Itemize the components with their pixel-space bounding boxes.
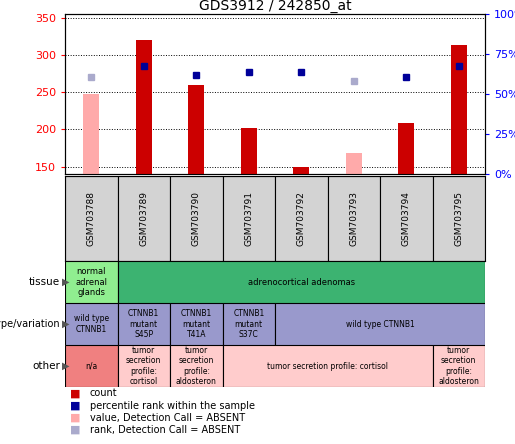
Text: CTNNB1
mutant
T41A: CTNNB1 mutant T41A xyxy=(181,309,212,339)
Bar xyxy=(136,40,151,174)
Bar xyxy=(170,345,222,387)
Bar xyxy=(328,176,380,261)
Bar xyxy=(346,166,362,174)
Bar xyxy=(294,166,309,174)
Text: rank, Detection Call = ABSENT: rank, Detection Call = ABSENT xyxy=(90,425,240,435)
Text: other: other xyxy=(32,361,60,371)
Bar xyxy=(83,166,99,174)
Bar xyxy=(65,345,117,387)
Text: wild type CTNNB1: wild type CTNNB1 xyxy=(346,320,415,329)
Text: adrenocortical adenomas: adrenocortical adenomas xyxy=(248,278,355,286)
Bar xyxy=(451,45,467,174)
Bar xyxy=(399,123,414,174)
Text: percentile rank within the sample: percentile rank within the sample xyxy=(90,400,255,411)
Bar xyxy=(222,176,275,261)
Bar xyxy=(117,261,485,303)
Bar xyxy=(188,85,204,174)
Text: count: count xyxy=(90,388,117,398)
Bar xyxy=(380,176,433,261)
Bar xyxy=(275,303,485,345)
Text: n/a: n/a xyxy=(85,361,97,370)
Bar xyxy=(65,261,117,303)
Bar xyxy=(170,176,222,261)
Text: GSM703794: GSM703794 xyxy=(402,191,411,246)
Text: wild type
CTNNB1: wild type CTNNB1 xyxy=(74,314,109,334)
Text: genotype/variation: genotype/variation xyxy=(0,319,60,329)
Text: CTNNB1
mutant
S37C: CTNNB1 mutant S37C xyxy=(233,309,264,339)
Bar xyxy=(117,303,170,345)
Text: ■: ■ xyxy=(70,388,81,398)
Text: GSM703793: GSM703793 xyxy=(349,191,358,246)
Text: normal
adrenal
glands: normal adrenal glands xyxy=(75,267,107,297)
Text: GSM703791: GSM703791 xyxy=(244,191,253,246)
Bar xyxy=(222,303,275,345)
Text: GSM703789: GSM703789 xyxy=(139,191,148,246)
Text: tumor
secretion
profile:
aldosteron: tumor secretion profile: aldosteron xyxy=(438,346,479,386)
Bar xyxy=(83,94,99,174)
Text: ▶: ▶ xyxy=(62,361,70,371)
Bar xyxy=(275,176,328,261)
Text: tumor
secretion
profile:
aldosteron: tumor secretion profile: aldosteron xyxy=(176,346,217,386)
Text: ■: ■ xyxy=(70,400,81,411)
Bar xyxy=(433,345,485,387)
Text: ▶: ▶ xyxy=(62,277,70,287)
Text: CTNNB1
mutant
S45P: CTNNB1 mutant S45P xyxy=(128,309,159,339)
Text: GSM703788: GSM703788 xyxy=(87,191,96,246)
Text: tissue: tissue xyxy=(29,277,60,287)
Text: tumor secretion profile: cortisol: tumor secretion profile: cortisol xyxy=(267,361,388,370)
Text: ■: ■ xyxy=(70,413,81,423)
Text: ▶: ▶ xyxy=(62,319,70,329)
Text: ■: ■ xyxy=(70,425,81,435)
Bar xyxy=(117,345,170,387)
Text: GSM703792: GSM703792 xyxy=(297,191,306,246)
Bar xyxy=(346,153,362,174)
Title: GDS3912 / 242850_at: GDS3912 / 242850_at xyxy=(199,0,351,13)
Text: tumor
secretion
profile:
cortisol: tumor secretion profile: cortisol xyxy=(126,346,161,386)
Bar xyxy=(222,345,433,387)
Bar xyxy=(65,176,117,261)
Text: value, Detection Call = ABSENT: value, Detection Call = ABSENT xyxy=(90,413,245,423)
Bar xyxy=(65,303,117,345)
Bar xyxy=(170,303,222,345)
Bar xyxy=(117,176,170,261)
Text: GSM703790: GSM703790 xyxy=(192,191,201,246)
Text: GSM703795: GSM703795 xyxy=(454,191,464,246)
Bar xyxy=(433,176,485,261)
Bar xyxy=(241,128,256,174)
